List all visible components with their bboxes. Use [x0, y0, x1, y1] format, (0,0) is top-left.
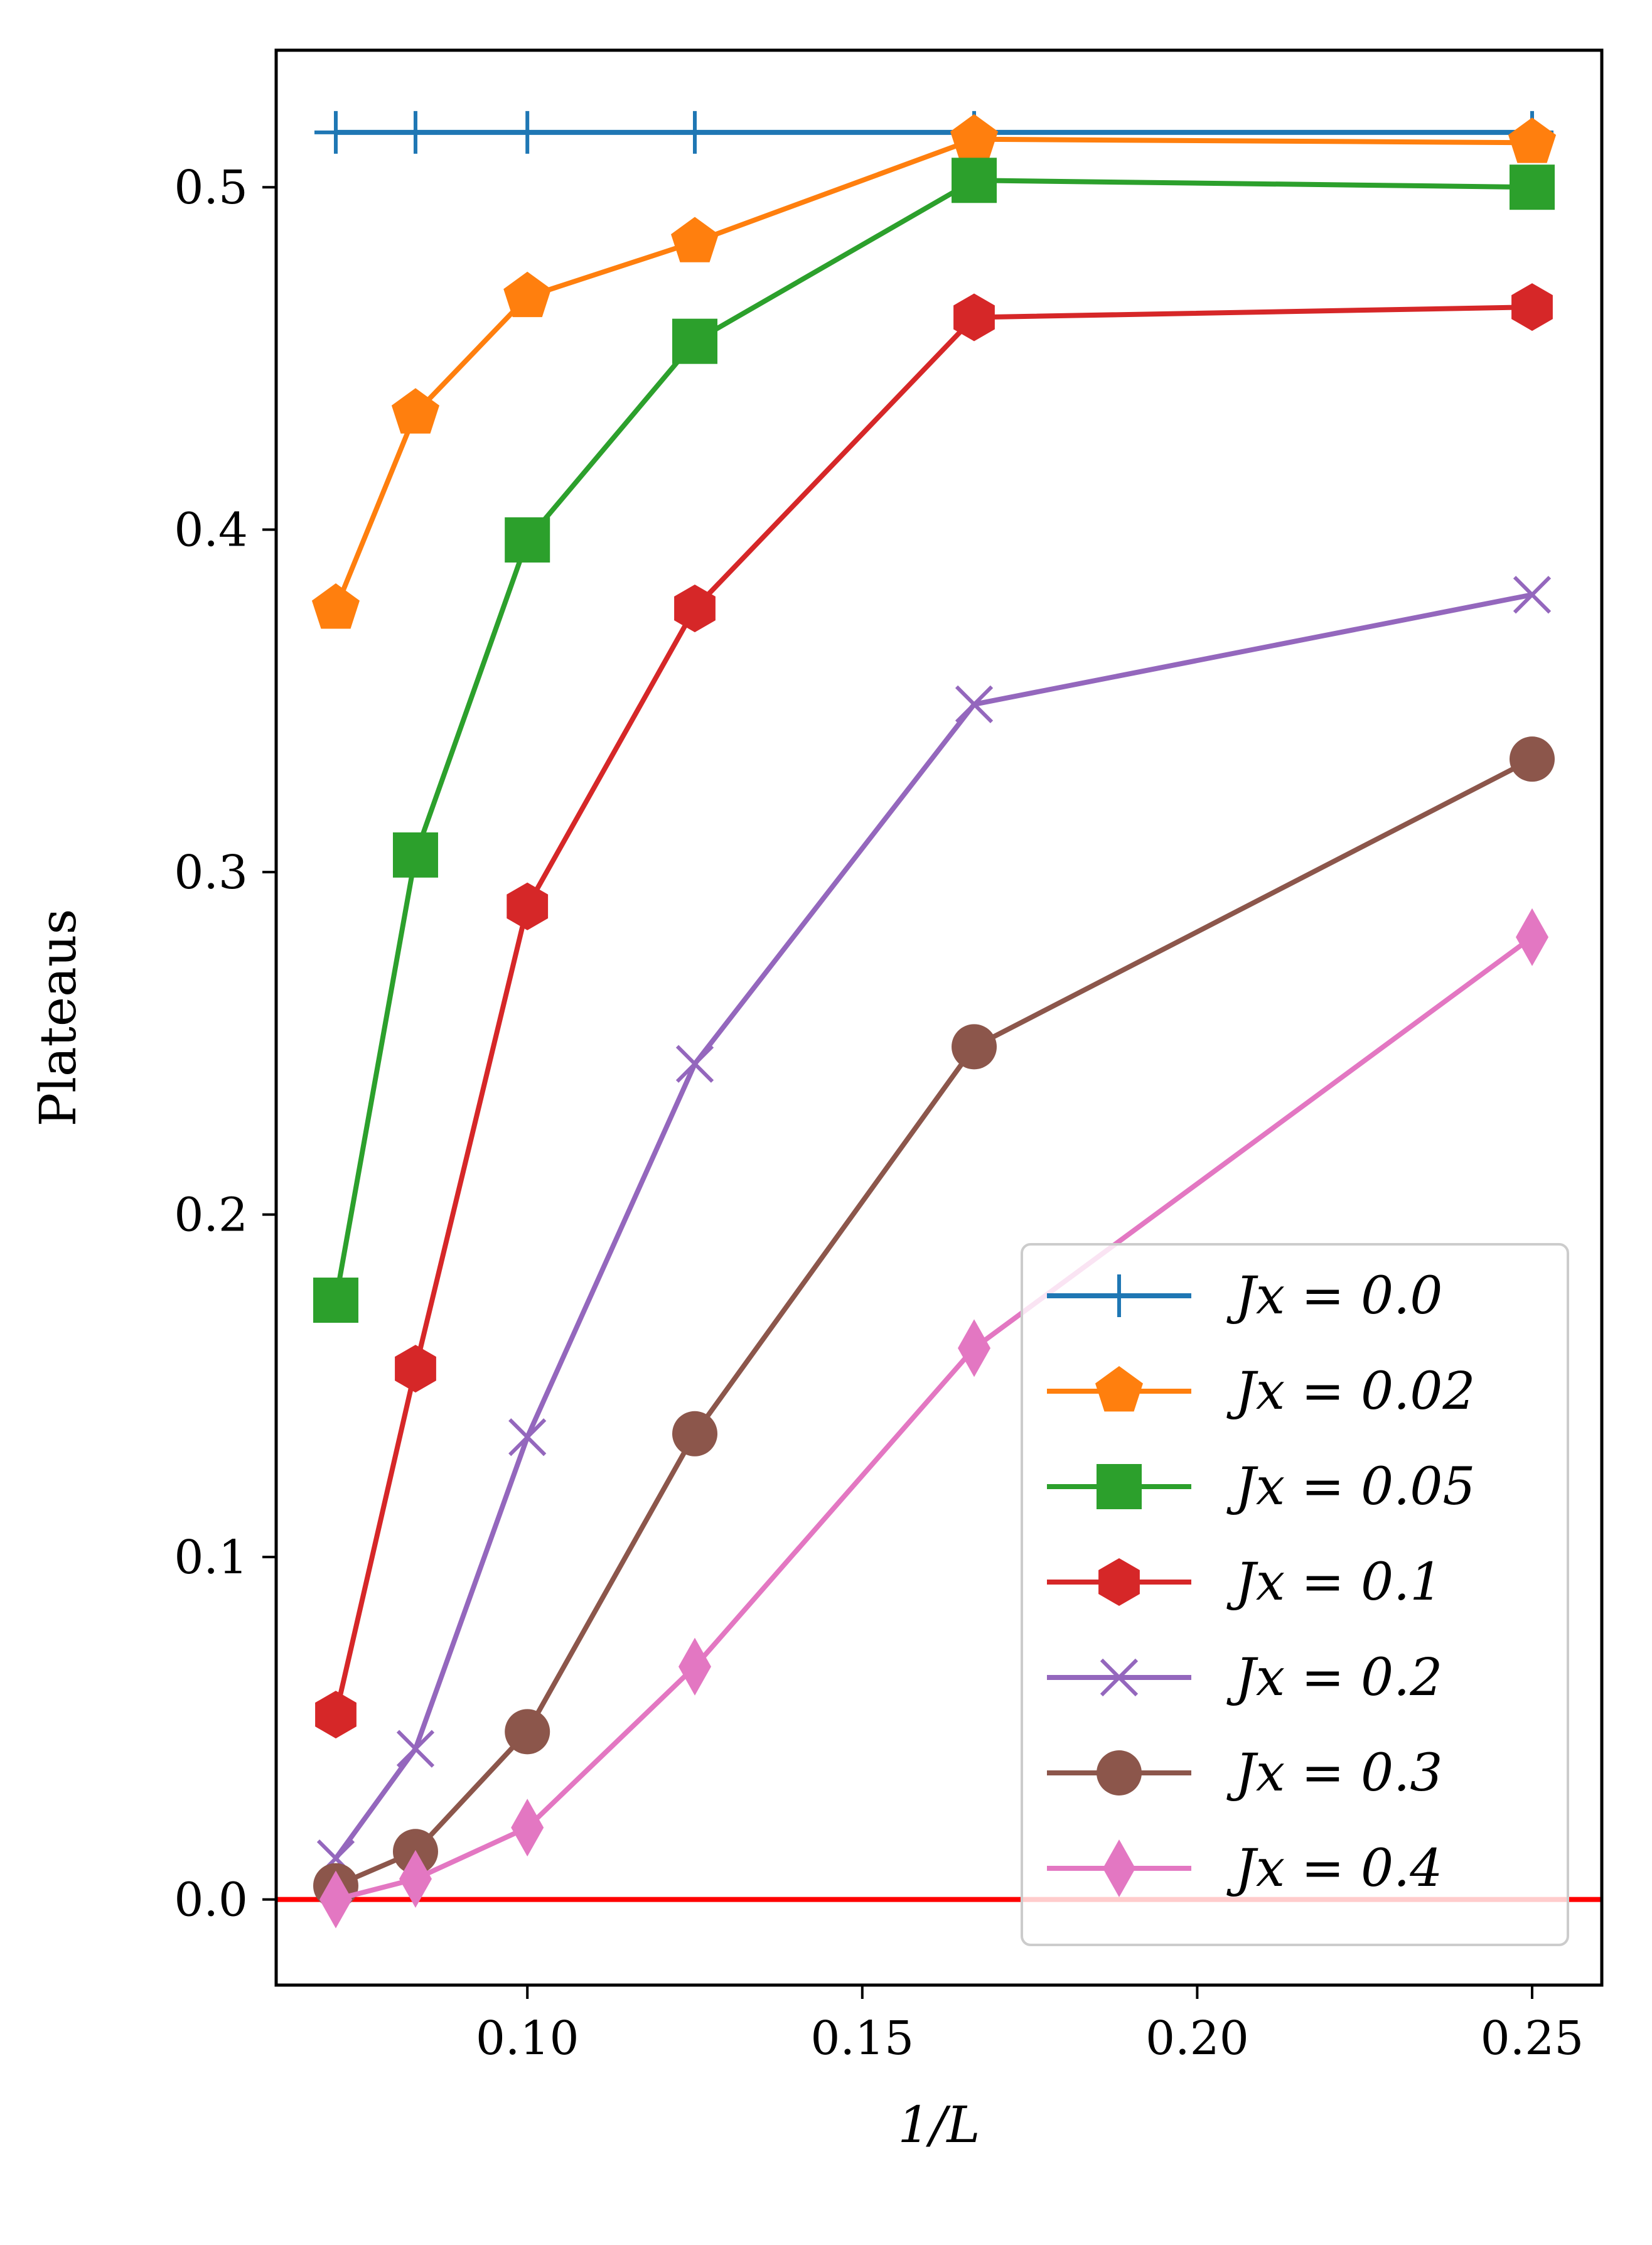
data-point-4-1 — [396, 1730, 435, 1768]
data-point-6-2 — [511, 1799, 544, 1857]
series-line-1 — [333, 136, 1533, 610]
series-line-3 — [333, 304, 1533, 1715]
data-point-0-0 — [314, 110, 357, 154]
data-point-4-3 — [675, 1045, 714, 1083]
legend-label-5: Jx = 0.3 — [1226, 1743, 1442, 1803]
data-point-1-1 — [391, 388, 439, 434]
y-tick-label: 0.4 — [174, 503, 248, 557]
data-point-6-1 — [399, 1849, 432, 1908]
legend-label-2: Jx = 0.05 — [1226, 1457, 1476, 1517]
data-point-3-4 — [953, 293, 995, 342]
data-point-5-2 — [505, 1709, 550, 1755]
legend-label-1: Jx = 0.02 — [1226, 1362, 1476, 1421]
series-line-4 — [333, 592, 1533, 1860]
legend-item-0: Jx = 0.0 — [1047, 1266, 1442, 1326]
data-point-2-3 — [672, 318, 718, 364]
legend-item-5: Jx = 0.3 — [1047, 1743, 1442, 1803]
data-point-5-5 — [1510, 736, 1555, 782]
series-line-2 — [333, 178, 1533, 1301]
data-point-6-4 — [958, 1319, 991, 1377]
series-layer — [311, 110, 1557, 1929]
data-point-2-4 — [952, 158, 997, 203]
x-tick-label: 0.15 — [810, 2011, 914, 2065]
y-axis-label: Plateaus — [29, 909, 87, 1127]
data-point-1-3 — [671, 217, 719, 262]
data-point-6-5 — [1516, 908, 1549, 966]
series-3 — [315, 283, 1553, 1739]
plot-frame — [274, 48, 1604, 1987]
data-point-3-5 — [1511, 283, 1553, 331]
y-tick-label: 0.5 — [174, 161, 248, 215]
legend-label-3: Jx = 0.1 — [1226, 1553, 1442, 1612]
data-point-2-5 — [1510, 164, 1555, 210]
data-point-0-2 — [506, 110, 549, 154]
data-point-3-0 — [315, 1691, 357, 1739]
data-point-4-5 — [1513, 576, 1552, 614]
y-tick-label: 0.3 — [174, 846, 248, 900]
x-axis-label: 1/L — [898, 2096, 980, 2154]
legend-label-4: Jx = 0.2 — [1226, 1648, 1442, 1708]
data-point-0-3 — [673, 110, 717, 154]
data-point-1-0 — [311, 583, 360, 629]
data-point-2-2 — [505, 517, 550, 563]
legend-marker-4 — [1100, 1658, 1139, 1697]
y-tick-label: 0.2 — [174, 1188, 248, 1242]
legend-item-2: Jx = 0.05 — [1047, 1457, 1476, 1517]
data-point-1-4 — [950, 114, 999, 160]
data-point-1-5 — [1508, 117, 1557, 163]
data-point-4-2 — [508, 1418, 547, 1456]
data-point-4-4 — [955, 685, 994, 724]
legend-item-4: Jx = 0.2 — [1047, 1648, 1442, 1708]
data-point-5-3 — [672, 1411, 718, 1456]
x-tick-label: 0.10 — [476, 2011, 579, 2065]
data-point-5-4 — [952, 1024, 997, 1070]
legend: Jx = 0.0 Jx = 0.02 Jx = 0.05 Jx = 0.1 Jx = 0… — [1021, 1243, 1569, 1946]
legend-item-3: Jx = 0.1 — [1047, 1553, 1442, 1612]
series-1 — [311, 114, 1557, 629]
x-tick-label: 0.25 — [1481, 2011, 1584, 2065]
data-point-2-1 — [392, 832, 438, 878]
data-point-2-0 — [313, 1278, 358, 1323]
y-tick-label: 0.0 — [174, 1873, 248, 1927]
series-4 — [316, 576, 1552, 1878]
legend-marker-5 — [1097, 1750, 1142, 1795]
legend-marker-3 — [1098, 1558, 1140, 1606]
data-point-0-1 — [394, 110, 437, 154]
axes-layer: 0.10 0.15 0.20 0.25 0.0 0.1 0.2 0.3 0.4 0.5 — [174, 161, 1584, 2065]
series-2 — [313, 158, 1555, 1323]
data-point-3-3 — [674, 584, 716, 633]
data-point-6-3 — [678, 1637, 712, 1696]
legend-label-0: Jx = 0.0 — [1226, 1266, 1442, 1326]
x-tick-label: 0.20 — [1145, 2011, 1249, 2065]
legend-marker-0 — [1098, 1274, 1140, 1317]
legend-label-6: Jx = 0.4 — [1226, 1839, 1442, 1898]
y-tick-label: 0.1 — [174, 1531, 248, 1585]
data-point-3-1 — [395, 1345, 436, 1393]
data-point-1-2 — [503, 271, 552, 318]
legend-marker-6 — [1103, 1839, 1135, 1897]
data-point-3-2 — [507, 882, 549, 930]
data-point-6-0 — [319, 1870, 352, 1929]
legend-box — [1021, 1243, 1569, 1946]
legend-item-6: Jx = 0.4 — [1047, 1839, 1442, 1898]
legend-marker-1 — [1095, 1366, 1143, 1412]
legend-item-1: Jx = 0.02 — [1047, 1362, 1476, 1421]
legend-marker-2 — [1097, 1464, 1142, 1509]
